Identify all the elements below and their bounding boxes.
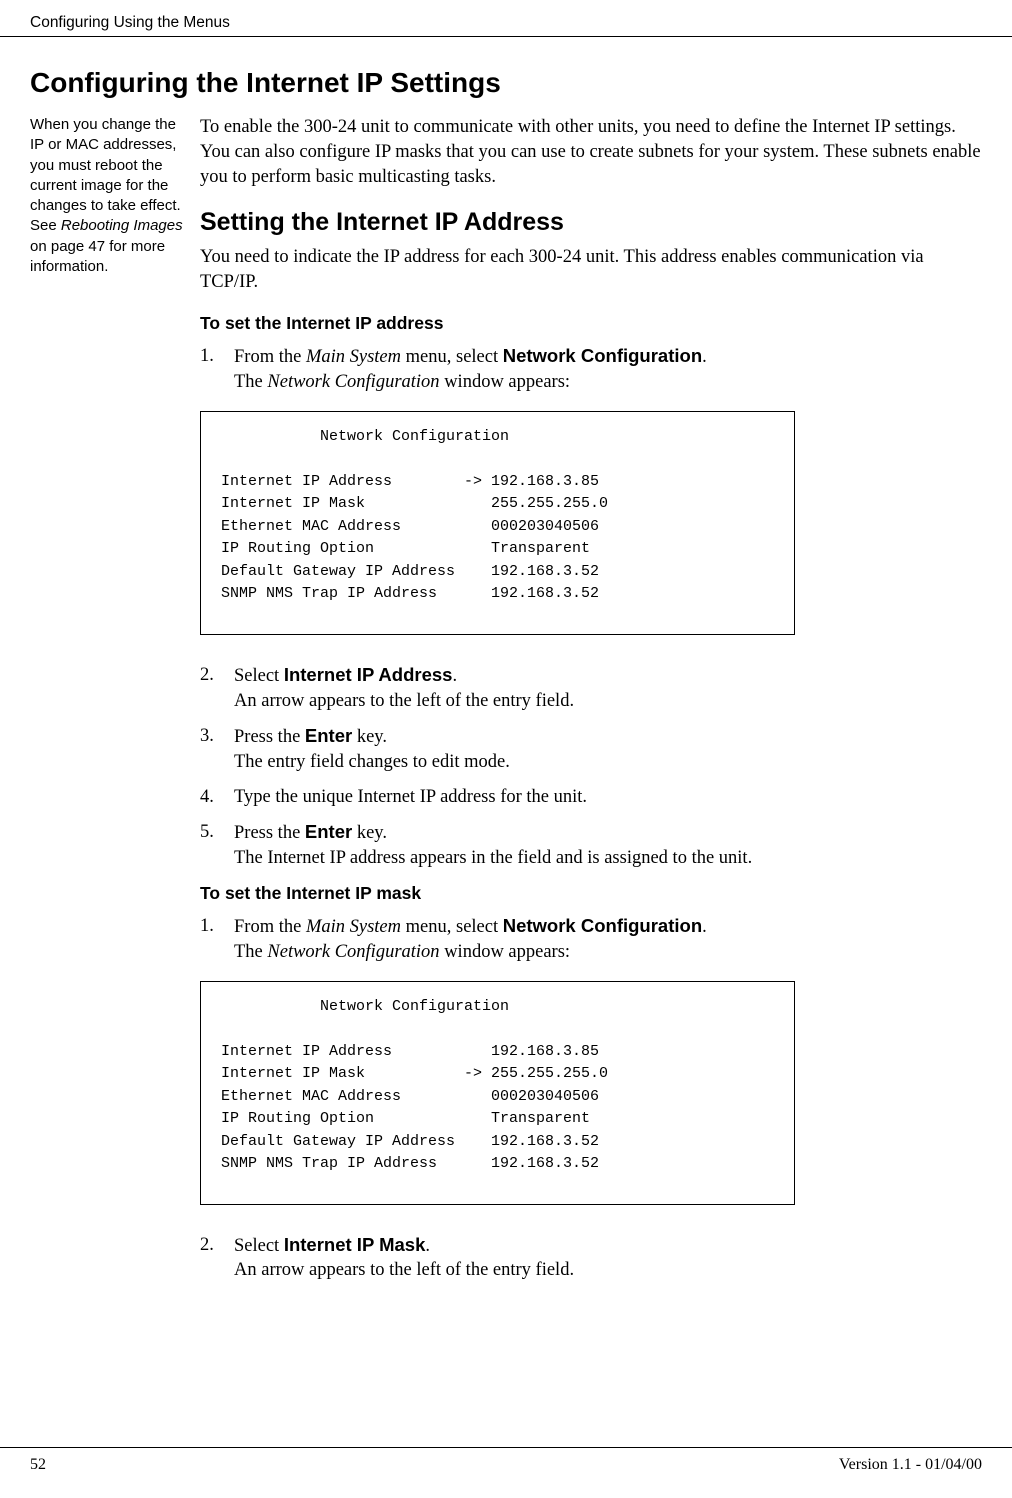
- step-text: Select: [234, 666, 284, 686]
- step-text: window appears:: [440, 372, 571, 392]
- margin-note: When you change the IP or MAC addresses,…: [30, 115, 200, 277]
- h3-title-a: To set the Internet IP address: [200, 313, 982, 334]
- steps-list-a: 1. From the Main System menu, select Net…: [200, 344, 982, 395]
- step-body: Select Internet IP Address. An arrow app…: [234, 663, 982, 714]
- step-number: 3.: [200, 724, 234, 775]
- step-italic: Network Configuration: [267, 372, 439, 392]
- step-body: Press the Enter key. The Internet IP add…: [234, 820, 982, 871]
- step-text: .: [452, 666, 457, 686]
- page-footer: 52 Version 1.1 - 01/04/00: [0, 1447, 1012, 1474]
- step-number: 2.: [200, 1233, 234, 1284]
- running-header: Configuring Using the Menus: [0, 0, 1012, 37]
- step-body: From the Main System menu, select Networ…: [234, 344, 982, 395]
- step-bold: Enter: [305, 821, 352, 842]
- h1-title: Configuring the Internet IP Settings: [30, 67, 982, 99]
- h2-title: Setting the Internet IP Address: [200, 208, 982, 237]
- step-text: An arrow appears to the left of the entr…: [234, 1260, 574, 1280]
- terminal-window-2: Network Configuration Internet IP Addres…: [200, 981, 795, 1205]
- step-body: Select Internet IP Mask. An arrow appear…: [234, 1233, 982, 1284]
- step-bold: Internet IP Address: [284, 664, 453, 685]
- step-text: .: [702, 917, 707, 937]
- step-italic: Network Configuration: [267, 942, 439, 962]
- step-body: Press the Enter key. The entry field cha…: [234, 724, 982, 775]
- list-item: 1. From the Main System menu, select Net…: [200, 344, 982, 395]
- step-text: key.: [352, 823, 387, 843]
- list-item: 5. Press the Enter key. The Internet IP …: [200, 820, 982, 871]
- list-item: 3. Press the Enter key. The entry field …: [200, 724, 982, 775]
- step-body: Type the unique Internet IP address for …: [234, 785, 982, 810]
- step-text: .: [425, 1236, 430, 1256]
- list-item: 2. Select Internet IP Mask. An arrow app…: [200, 1233, 982, 1284]
- step-text: Press the: [234, 727, 305, 747]
- steps-list-b: 1. From the Main System menu, select Net…: [200, 914, 982, 965]
- sidenote-part3: on page 47 for more information.: [30, 238, 165, 275]
- step-text: key.: [352, 727, 387, 747]
- step-text: The: [234, 372, 267, 392]
- step-number: 5.: [200, 820, 234, 871]
- running-head-text: Configuring Using the Menus: [30, 14, 230, 31]
- page-number: 52: [30, 1456, 46, 1474]
- step-text: Select: [234, 1236, 284, 1256]
- step-number: 1.: [200, 344, 234, 395]
- step-text: From the: [234, 347, 306, 367]
- step-number: 2.: [200, 663, 234, 714]
- step-bold: Network Configuration: [503, 345, 702, 366]
- step-text: Press the: [234, 823, 305, 843]
- steps-list-b-cont: 2. Select Internet IP Mask. An arrow app…: [200, 1233, 982, 1284]
- step-text: window appears:: [440, 942, 571, 962]
- step-italic: Main System: [306, 347, 401, 367]
- terminal-window-1: Network Configuration Internet IP Addres…: [200, 411, 795, 635]
- step-text: menu, select: [401, 347, 503, 367]
- step-number: 1.: [200, 914, 234, 965]
- step-bold: Network Configuration: [503, 915, 702, 936]
- two-column-layout: When you change the IP or MAC addresses,…: [30, 115, 982, 1293]
- steps-list-a-cont: 2. Select Internet IP Address. An arrow …: [200, 663, 982, 871]
- step-text: The Internet IP address appears in the f…: [234, 848, 752, 868]
- step-text: Type the unique Internet IP address for …: [234, 787, 587, 807]
- step-text: The entry field changes to edit mode.: [234, 752, 510, 772]
- list-item: 4. Type the unique Internet IP address f…: [200, 785, 982, 810]
- list-item: 1. From the Main System menu, select Net…: [200, 914, 982, 965]
- main-column: To enable the 300-24 unit to communicate…: [200, 115, 982, 1293]
- step-bold: Internet IP Mask: [284, 1234, 426, 1255]
- intro-paragraph: To enable the 300-24 unit to communicate…: [200, 115, 982, 190]
- step-text: From the: [234, 917, 306, 937]
- step-body: From the Main System menu, select Networ…: [234, 914, 982, 965]
- version-text: Version 1.1 - 01/04/00: [839, 1456, 982, 1474]
- step-text: .: [702, 347, 707, 367]
- step-italic: Main System: [306, 917, 401, 937]
- step-bold: Enter: [305, 725, 352, 746]
- sidenote-ref-italic: Rebooting Images: [61, 217, 183, 234]
- step-text: An arrow appears to the left of the entr…: [234, 691, 574, 711]
- step-number: 4.: [200, 785, 234, 810]
- content: Configuring the Internet IP Settings Whe…: [0, 37, 1012, 1293]
- step-text: The: [234, 942, 267, 962]
- setting-paragraph: You need to indicate the IP address for …: [200, 245, 982, 295]
- step-text: menu, select: [401, 917, 503, 937]
- h3-title-b: To set the Internet IP mask: [200, 883, 982, 904]
- list-item: 2. Select Internet IP Address. An arrow …: [200, 663, 982, 714]
